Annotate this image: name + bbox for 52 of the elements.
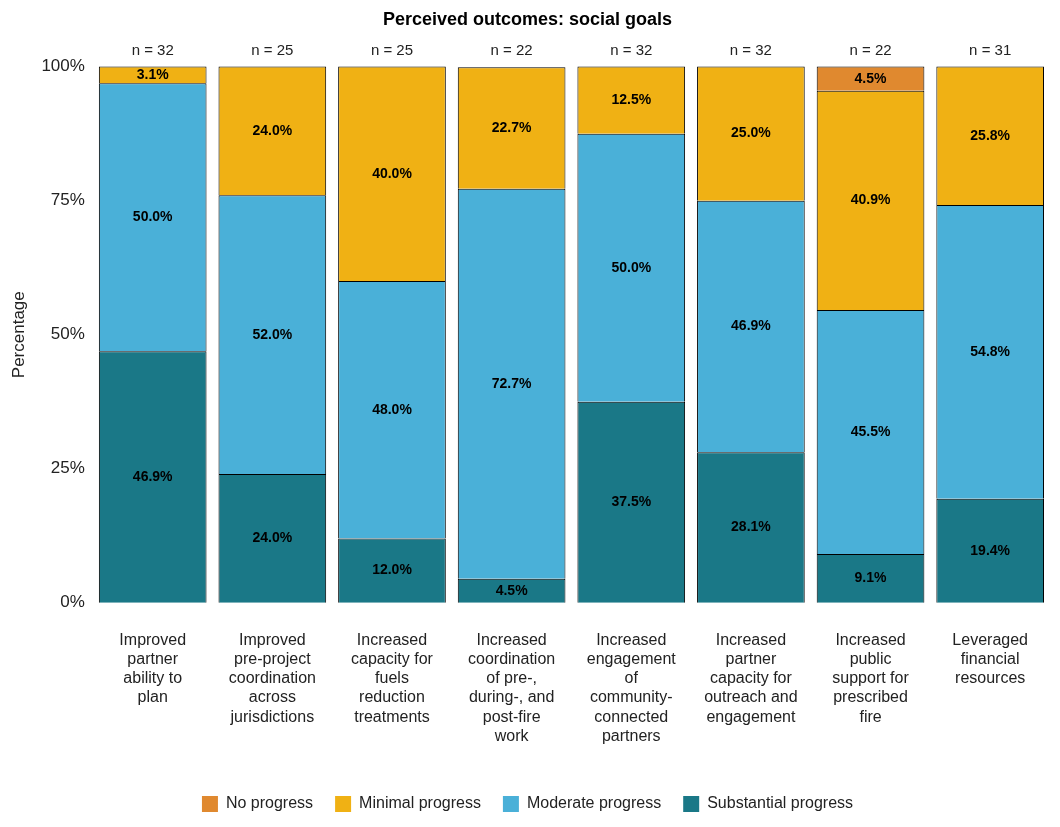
annotation: n = 32 bbox=[131, 41, 174, 59]
data-label: 37.5% bbox=[611, 493, 652, 510]
annotation: n = 25 bbox=[370, 41, 414, 59]
data-label: 52.0% bbox=[252, 325, 293, 342]
data-label: 25.8% bbox=[970, 126, 1011, 143]
legend-label: Moderate progress bbox=[526, 794, 662, 812]
data-label: 4.5% bbox=[854, 69, 888, 86]
data-label: 28.1% bbox=[731, 518, 772, 535]
data-label: 48.0% bbox=[372, 400, 413, 417]
data-label: 24.0% bbox=[252, 529, 293, 546]
y-tick-label: 50% bbox=[50, 324, 85, 344]
y-tick-label: 75% bbox=[50, 190, 85, 210]
data-label: 12.0% bbox=[372, 561, 413, 578]
x-tick-label: Increased capacity for fuels reduction treatments bbox=[351, 630, 434, 725]
x-tick-label: Improved pre-project coordination across jurisdictions bbox=[228, 630, 316, 725]
x-tick-label: Increased public support for prescribed fire bbox=[832, 630, 910, 725]
data-label: 12.5% bbox=[611, 90, 652, 107]
x-tick-label: Increased partner capacity for outreach and engagement bbox=[704, 630, 798, 725]
annotation: n = 31 bbox=[969, 41, 1012, 59]
legend-label: Substantial progress bbox=[707, 794, 854, 812]
data-label: 4.5% bbox=[495, 581, 529, 598]
legend-label: Minimal progress bbox=[359, 794, 481, 812]
annotation: n = 32 bbox=[610, 41, 653, 59]
data-label: 25.0% bbox=[731, 124, 772, 141]
annotation: n = 22 bbox=[849, 41, 892, 59]
data-label: 46.9% bbox=[731, 317, 772, 334]
chart-title: Perceived outcomes: social goals bbox=[382, 8, 673, 29]
y-tick-label: 0% bbox=[60, 592, 85, 612]
data-label: 40.9% bbox=[850, 191, 891, 208]
y-tick-label: 100% bbox=[41, 56, 85, 76]
data-label: 72.7% bbox=[491, 374, 533, 391]
y-axis-title: Percentage bbox=[8, 291, 28, 379]
x-tick-label: Increased engagement of community-connected partners bbox=[586, 630, 677, 744]
data-label: 50.0% bbox=[611, 258, 652, 275]
x-tick-label: Leveraged financial resources bbox=[952, 630, 1028, 687]
data-label: 24.0% bbox=[252, 121, 293, 138]
annotation: n = 22 bbox=[490, 41, 533, 59]
data-label: 54.8% bbox=[970, 342, 1011, 359]
data-label: 19.4% bbox=[970, 541, 1011, 558]
data-label: 9.1% bbox=[854, 569, 888, 586]
annotation: n = 32 bbox=[729, 41, 772, 59]
data-label: 22.7% bbox=[491, 118, 533, 135]
x-tick-label: Improved partner ability to plan bbox=[119, 630, 187, 706]
data-label: 50.0% bbox=[132, 208, 174, 225]
data-label: 46.9% bbox=[132, 467, 174, 484]
legend-label: No progress bbox=[225, 794, 314, 812]
data-label: 3.1% bbox=[136, 65, 170, 82]
data-label: 45.5% bbox=[850, 422, 891, 439]
data-label: 40.0% bbox=[372, 164, 413, 181]
x-tick-label: Increased coordination of pre-, during-, and post-fire work bbox=[468, 630, 556, 744]
annotation: n = 25 bbox=[251, 41, 294, 59]
y-tick-label: 25% bbox=[50, 458, 85, 478]
